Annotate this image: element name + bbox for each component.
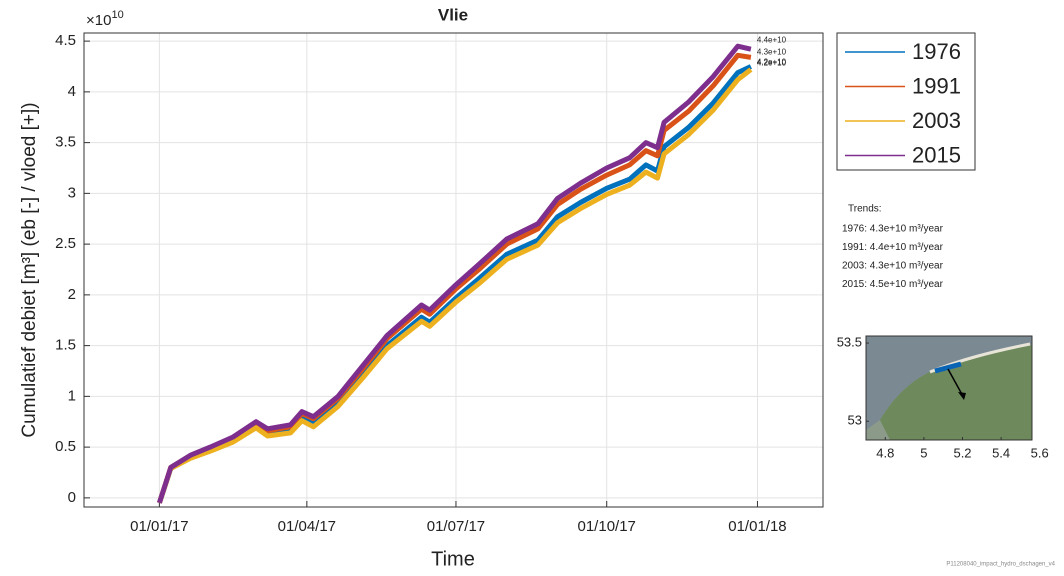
series-line (157, 43, 752, 504)
y-tick-label: 1 (68, 387, 76, 404)
inset-x-tick-label: 4.8 (876, 445, 894, 460)
y-multiplier-exponent: 10 (111, 9, 123, 21)
inset-x-tick-label: 5.2 (953, 445, 971, 460)
y-tick-label: 2.5 (55, 235, 76, 252)
trend-item: 1976: 4.3e+10 m³/year (842, 224, 944, 235)
x-tick-label: 01/07/17 (427, 518, 485, 535)
inset-transect (934, 361, 962, 374)
legend (836, 32, 976, 171)
x-tick-label: 01/10/17 (578, 518, 636, 535)
inset-y-tick-label: 53.5 (837, 334, 862, 349)
trend-item: 1991: 4.4e+10 m³/year (842, 242, 944, 253)
axes-box (83, 32, 824, 508)
y-tick-label: 3 (68, 184, 76, 201)
legend-label: 1976 (912, 39, 961, 64)
inset-y-tick-label: 53 (848, 413, 862, 428)
legend-label: 2015 (912, 142, 961, 167)
end-label: 4.3e+10 (757, 47, 787, 56)
trends-title: Trends: (848, 204, 882, 215)
y-tick-label: 4 (68, 83, 76, 100)
legend-label: 1991 (912, 73, 961, 98)
inset-arrow-head (958, 392, 966, 400)
series-line (157, 67, 753, 504)
end-label: 4.2e+10 (757, 59, 787, 68)
inset-x-tick-label: 5 (920, 445, 927, 460)
x-tick-label: 01/01/17 (130, 518, 188, 535)
inset-land (880, 345, 1032, 440)
inset-x-tick-label: 5.6 (1031, 445, 1049, 460)
inset-map: 4.8 5 5.2 5.4 5.6 53 53.5 (837, 334, 1049, 460)
x-tick-label: 01/04/17 (278, 518, 336, 535)
inset-x-tick-label: 5.4 (992, 445, 1010, 460)
x-tick-label: 01/01/18 (728, 518, 786, 535)
y-tick-label: 4.5 (55, 32, 76, 49)
y-multiplier-base: ×10 (86, 12, 111, 29)
end-label: 4.2e+10 (757, 58, 787, 67)
y-multiplier: ×1010 (86, 9, 124, 29)
trend-item: 2015: 4.5e+10 m³/year (842, 279, 944, 290)
chart-title: Vlie (438, 5, 468, 24)
inset-frame (865, 335, 1033, 441)
y-tick-label: 1.5 (55, 337, 76, 354)
plot-area (84, 33, 823, 507)
x-axis-label: Time (431, 548, 475, 570)
legend-label: 2003 (912, 108, 961, 133)
y-tick-label: 3.5 (55, 134, 76, 151)
y-axis-label: Cumulatief debiet [m³] (eb [-] / vloed [… (19, 102, 40, 437)
y-tick-label: 0.5 (55, 438, 76, 455)
trend-item: 2003: 4.3e+10 m³/year (842, 261, 944, 272)
footer: P11208040_impact_hydro_dschagen_v4 (946, 562, 1055, 568)
y-tick-label: 2 (68, 286, 76, 303)
inset-sea (866, 336, 1032, 430)
end-label: 4.4e+10 (757, 35, 787, 44)
y-tick-label: 0 (68, 489, 76, 506)
